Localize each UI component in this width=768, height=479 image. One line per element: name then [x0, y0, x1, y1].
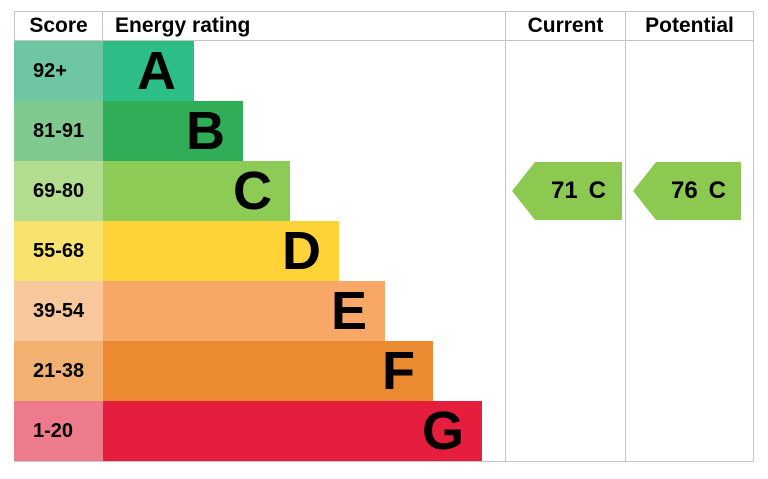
band-letter: B: [186, 101, 225, 161]
band-letter: G: [421, 401, 464, 461]
current-score: 71: [550, 177, 578, 204]
score-range-a: 92+: [14, 41, 103, 101]
grid-line-current-divider: [505, 11, 506, 461]
header-energy-rating: Energy rating: [115, 13, 251, 37]
score-range-label: 92+: [33, 59, 67, 82]
score-range-label: 1-20: [33, 419, 74, 442]
score-range-label: 21-38: [33, 359, 85, 382]
score-range-b: 81-91: [14, 101, 103, 161]
grid-line-top: [14, 11, 754, 12]
score-range-label: 55-68: [33, 239, 85, 262]
score-range-d: 55-68: [14, 221, 103, 281]
score-range-g: 1-20: [14, 401, 103, 461]
score-range-f: 21-38: [14, 341, 103, 401]
grid-line-score-divider: [102, 11, 103, 40]
potential-score: 76: [670, 177, 698, 204]
band-letter: A: [137, 41, 176, 101]
band-letter: E: [330, 281, 367, 341]
band-bar-f: F: [103, 341, 433, 401]
band-bar-b: B: [103, 101, 243, 161]
score-range-e: 39-54: [14, 281, 103, 341]
band-letter: F: [382, 341, 415, 401]
band-letter: C: [233, 161, 272, 221]
potential-rating-arrow: 76 C: [633, 162, 741, 220]
score-range-label: 81-91: [33, 119, 85, 142]
grid-line-bottom: [14, 461, 754, 462]
current-rating-arrow: 71 C: [512, 162, 622, 220]
band-bar-a: A: [103, 41, 194, 101]
grid-line-potential-divider: [625, 11, 626, 461]
score-range-label: 39-54: [33, 299, 85, 322]
band-bar-d: D: [103, 221, 339, 281]
header-potential: Potential: [645, 13, 734, 37]
band-letter: D: [282, 221, 321, 281]
score-range-label: 69-80: [33, 179, 85, 202]
potential-band: C: [708, 177, 727, 204]
header-score: Score: [29, 13, 88, 37]
header-current: Current: [527, 13, 604, 37]
band-bar-c: C: [103, 161, 290, 221]
current-band: C: [588, 177, 607, 204]
grid-line-right: [753, 11, 754, 461]
score-range-c: 69-80: [14, 161, 103, 221]
grid-line-header-bottom: [14, 40, 754, 41]
band-bar-g: G: [103, 401, 482, 461]
band-bar-e: E: [103, 281, 385, 341]
